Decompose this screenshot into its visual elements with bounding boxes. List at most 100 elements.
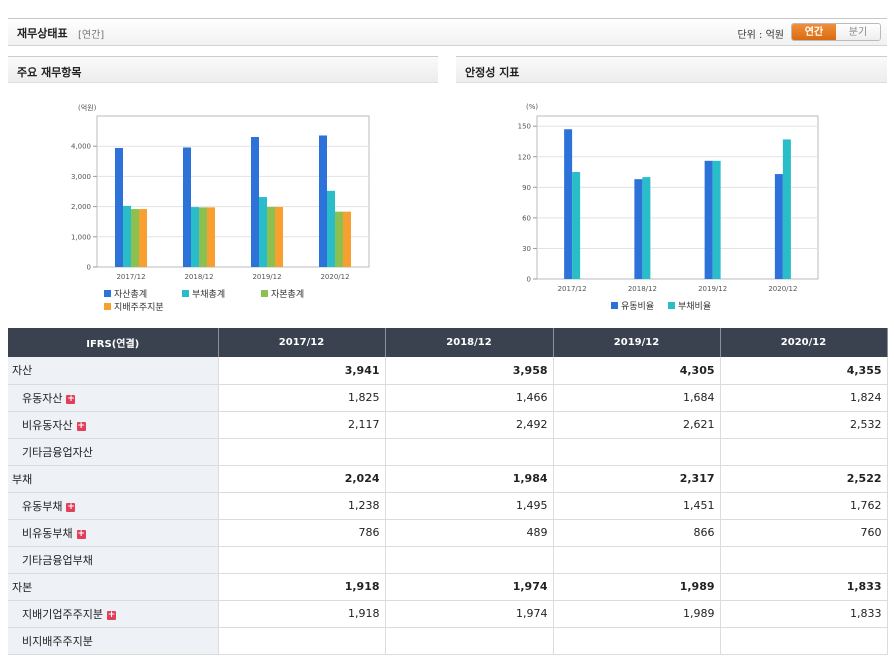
x-tick-label: 2017/12	[116, 273, 145, 281]
bar	[712, 160, 721, 279]
y-tick-label: 0	[527, 276, 531, 284]
bar	[183, 147, 191, 267]
table-cell	[553, 546, 721, 574]
row-label-text: 유동자산	[22, 391, 63, 405]
table-cell: 2,621	[553, 411, 721, 439]
table-cell	[385, 546, 554, 574]
legend-label: 부채총계	[192, 288, 225, 300]
table-cell: 1,974	[385, 573, 554, 601]
bar	[199, 207, 207, 267]
y-tick-label: 60	[522, 214, 531, 222]
x-tick-label: 2019/12	[698, 285, 727, 293]
period-label: [연간]	[78, 30, 105, 41]
bar	[191, 207, 199, 267]
header-year: 2019/12	[553, 328, 721, 357]
bar	[123, 205, 131, 267]
table-cell	[720, 438, 888, 466]
table-cell: 1,684	[553, 384, 721, 412]
y-tick-label: 4,000	[71, 143, 91, 151]
row-label-text: 비유동부채	[22, 526, 73, 540]
expand-icon[interactable]: +	[106, 609, 116, 620]
table-cell	[385, 438, 554, 466]
row-label-text: 부채	[12, 472, 33, 486]
row-label: 자산	[8, 357, 219, 385]
y-tick-label: 3,000	[71, 173, 91, 181]
bar	[207, 207, 215, 267]
table-header-row: IFRS(연결) 2017/12 2018/12 2019/12 2020/12	[8, 328, 888, 357]
table-cell: 1,495	[385, 492, 554, 520]
bar	[267, 206, 275, 267]
row-label: 자본	[8, 573, 219, 601]
table-cell: 3,958	[385, 357, 554, 385]
table-row: 비유동부채 +786 489 866 760	[8, 519, 888, 547]
bar	[275, 206, 283, 267]
annual-tab[interactable]: 연간	[792, 24, 836, 40]
legend-label: 자본총계	[271, 288, 304, 300]
quarterly-tab[interactable]: 분기	[836, 24, 880, 40]
bar	[131, 209, 139, 267]
header-year: 2020/12	[720, 328, 888, 357]
table-cell: 1,833	[720, 600, 888, 628]
balance-sheet-table: IFRS(연결) 2017/12 2018/12 2019/12 2020/12…	[8, 328, 888, 655]
legend-label: 부채비율	[678, 301, 711, 312]
table-cell: 1,451	[553, 492, 721, 520]
table-cell	[218, 627, 386, 655]
x-tick-label: 2019/12	[252, 273, 281, 281]
legend-label: 자산총계	[114, 288, 147, 300]
bar	[251, 136, 259, 267]
table-cell: 1,918	[218, 600, 386, 628]
table-row: 비지배주주지분	[8, 627, 888, 655]
y-tick-label: 120	[518, 153, 531, 161]
y-tick-label: 30	[522, 245, 531, 253]
expand-icon[interactable]: +	[76, 420, 86, 431]
legend-label: 지배주주지분	[114, 302, 164, 313]
statement-title: 재무상태표	[17, 27, 68, 40]
x-tick-label: 2018/12	[628, 285, 657, 293]
legend-swatch	[261, 290, 268, 297]
bar	[642, 177, 651, 279]
bar	[774, 174, 783, 279]
left-panel-title: 주요 재무항목	[8, 56, 438, 83]
bar	[335, 211, 343, 267]
row-label: 기타금융업자산	[8, 438, 219, 466]
table-row: 부채 2,024 1,984 2,317 2,522	[8, 465, 888, 493]
x-tick-label: 2020/12	[320, 273, 349, 281]
row-label: 부채	[8, 465, 219, 493]
table-cell	[218, 546, 386, 574]
table-cell: 1,989	[553, 600, 721, 628]
row-label: 비지배주주지분	[8, 627, 219, 655]
unit-label: (억원)	[78, 103, 97, 112]
unit-label: (%)	[526, 103, 538, 111]
table-cell	[553, 438, 721, 466]
table-cell: 4,355	[720, 357, 888, 385]
row-label-text: 지배기업주주지분	[22, 607, 103, 621]
table-cell: 2,317	[553, 465, 721, 493]
legend-swatch	[182, 290, 189, 297]
unit-label: 단위 : 억원	[737, 30, 784, 41]
bar	[782, 139, 791, 279]
table-cell: 786	[218, 519, 386, 547]
table-row: 기타금융업부채	[8, 546, 888, 574]
expand-icon[interactable]: +	[76, 528, 86, 539]
expand-icon[interactable]: +	[66, 501, 76, 512]
table-row: 유동자산 +1,825 1,466 1,684 1,824	[8, 384, 888, 412]
table-cell: 1,466	[385, 384, 554, 412]
x-tick-label: 2017/12	[558, 285, 587, 293]
table-row: 자산 3,941 3,958 4,305 4,355	[8, 357, 888, 385]
bar	[259, 197, 267, 267]
table-row: 자본 1,918 1,974 1,989 1,833	[8, 573, 888, 601]
row-label: 기타금융업부채	[8, 546, 219, 574]
header-ifrs: IFRS(연결)	[8, 328, 219, 357]
x-tick-label: 2020/12	[768, 285, 797, 293]
header-year: 2017/12	[218, 328, 386, 357]
table-cell: 1,918	[218, 573, 386, 601]
x-tick-label: 2018/12	[184, 273, 213, 281]
expand-icon[interactable]: +	[66, 393, 76, 404]
stability-ratio-chart: (%) 0 30 60 90 120 150 2017/12 2018/12 2019/12 202…	[518, 103, 819, 312]
y-tick-label: 90	[522, 184, 531, 192]
row-label: 비유동자산 +	[8, 411, 219, 439]
bar	[115, 147, 123, 267]
table-cell: 1,989	[553, 573, 721, 601]
row-label: 지배기업주주지분 +	[8, 600, 219, 628]
table-cell	[218, 438, 386, 466]
